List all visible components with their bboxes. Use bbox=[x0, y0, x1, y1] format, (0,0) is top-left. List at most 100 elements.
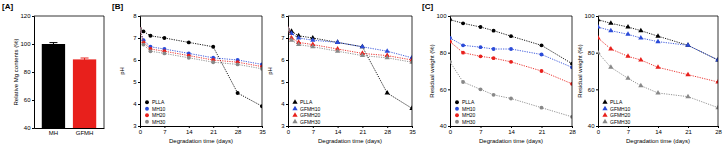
marker bbox=[461, 43, 465, 47]
marker bbox=[638, 83, 643, 88]
marker bbox=[479, 45, 483, 49]
marker bbox=[450, 36, 452, 40]
frame bbox=[288, 16, 412, 126]
x-tick-mark bbox=[658, 126, 659, 128]
x-tick-mark bbox=[387, 126, 388, 128]
x-tick-label: 0 bbox=[597, 129, 601, 135]
y-tick-mark bbox=[138, 38, 140, 39]
marker bbox=[540, 106, 544, 110]
legend-label: GFMH30 bbox=[300, 119, 321, 125]
y-tick: 100 bbox=[584, 13, 598, 19]
x-tick-label: 7 bbox=[627, 129, 631, 135]
frame bbox=[34, 16, 104, 128]
x-tick: 21 bbox=[210, 126, 217, 135]
marker bbox=[450, 60, 452, 64]
marker bbox=[187, 56, 191, 60]
y-tick-label: 8 bbox=[133, 13, 137, 19]
series-line bbox=[450, 20, 572, 64]
marker bbox=[685, 72, 690, 77]
x-tick-mark bbox=[313, 126, 314, 128]
x-tick-label: 21 bbox=[539, 129, 546, 135]
legend-marker bbox=[292, 106, 297, 111]
x-tick-mark bbox=[511, 126, 512, 128]
series-line bbox=[598, 38, 718, 82]
x-tick: 21 bbox=[539, 126, 546, 135]
y-tick-label: 5 bbox=[281, 79, 285, 85]
y-tick-label: 7 bbox=[133, 35, 137, 41]
plot-area bbox=[288, 26, 412, 110]
y-axis-title: pH bbox=[119, 67, 125, 75]
y-tick-mark bbox=[138, 16, 140, 17]
y-tick-mark bbox=[596, 89, 598, 90]
legend-marker bbox=[145, 100, 149, 104]
marker bbox=[450, 40, 452, 44]
series-line bbox=[140, 29, 262, 66]
y-tick-mark bbox=[596, 126, 598, 127]
legend-label: MH10 bbox=[462, 106, 476, 112]
legend-marker bbox=[145, 120, 149, 124]
marker bbox=[385, 90, 390, 95]
y-tick-label: 40 bbox=[440, 123, 447, 129]
frame bbox=[450, 16, 572, 126]
marker bbox=[335, 48, 340, 53]
x-tick-label: 21 bbox=[360, 129, 367, 135]
y-tick: 4 bbox=[281, 101, 288, 107]
x-axis: 0714212835 bbox=[287, 126, 417, 135]
x-tick: 21 bbox=[685, 126, 692, 135]
legend-label: MH10 bbox=[152, 106, 166, 112]
y-tick-label: 60 bbox=[588, 87, 595, 93]
legend-marker bbox=[292, 112, 297, 117]
x-tick-label: 28 bbox=[569, 129, 576, 135]
marker bbox=[288, 26, 291, 31]
y-tick-mark bbox=[32, 44, 34, 45]
y-tick-label: 3 bbox=[133, 123, 137, 129]
y-tick-mark bbox=[286, 82, 288, 83]
marker bbox=[625, 75, 630, 80]
x-tick-label: 14 bbox=[186, 129, 193, 135]
marker bbox=[162, 36, 166, 40]
marker bbox=[509, 47, 513, 51]
plot-area bbox=[42, 43, 96, 128]
marker bbox=[625, 31, 630, 36]
marker bbox=[211, 45, 215, 49]
y-tick: 5 bbox=[281, 79, 288, 85]
marker bbox=[385, 48, 390, 53]
x-tick-label: MH bbox=[49, 130, 58, 136]
marker bbox=[289, 37, 294, 42]
plot-area bbox=[450, 18, 572, 119]
x-tick-mark bbox=[718, 126, 719, 128]
error-bar bbox=[49, 43, 57, 46]
plot-area bbox=[598, 17, 718, 110]
marker bbox=[608, 64, 613, 69]
x-tick: 14 bbox=[335, 126, 342, 135]
x-tick-label: 0 bbox=[287, 129, 291, 135]
marker bbox=[685, 42, 690, 47]
y-tick: 120 bbox=[20, 13, 34, 19]
marker bbox=[360, 44, 365, 49]
x-tick: GFMH bbox=[76, 128, 94, 136]
x-tick: 21 bbox=[360, 126, 367, 135]
y-tick: 80 bbox=[588, 50, 598, 56]
panel-label: [A] bbox=[2, 2, 13, 11]
marker bbox=[540, 53, 544, 57]
panel-label: [B] bbox=[112, 2, 123, 11]
legend-marker bbox=[602, 99, 607, 104]
y-tick-mark bbox=[286, 60, 288, 61]
marker bbox=[461, 51, 465, 55]
marker bbox=[598, 35, 601, 40]
x-tick-mark bbox=[164, 126, 165, 128]
x-tick: 35 bbox=[259, 126, 266, 135]
legend-label: MH30 bbox=[462, 119, 476, 125]
panel-label: [C] bbox=[422, 2, 433, 11]
legend: PLLAGFMH10GFMH20GFMH30 bbox=[602, 99, 630, 125]
y-tick-mark bbox=[138, 126, 140, 127]
x-tick: 28 bbox=[235, 126, 242, 135]
y-tick: 5 bbox=[133, 79, 140, 85]
y-tick-mark bbox=[138, 60, 140, 61]
legend-label: PLLA bbox=[462, 99, 475, 105]
x-axis-line bbox=[289, 127, 413, 129]
y-tick: 100 bbox=[20, 41, 34, 47]
legend: PLLAMH10MH20MH30 bbox=[145, 99, 166, 125]
chart: 345678pH0714212835Degradation time (days… bbox=[267, 13, 416, 144]
y-tick: 8 bbox=[281, 13, 288, 19]
